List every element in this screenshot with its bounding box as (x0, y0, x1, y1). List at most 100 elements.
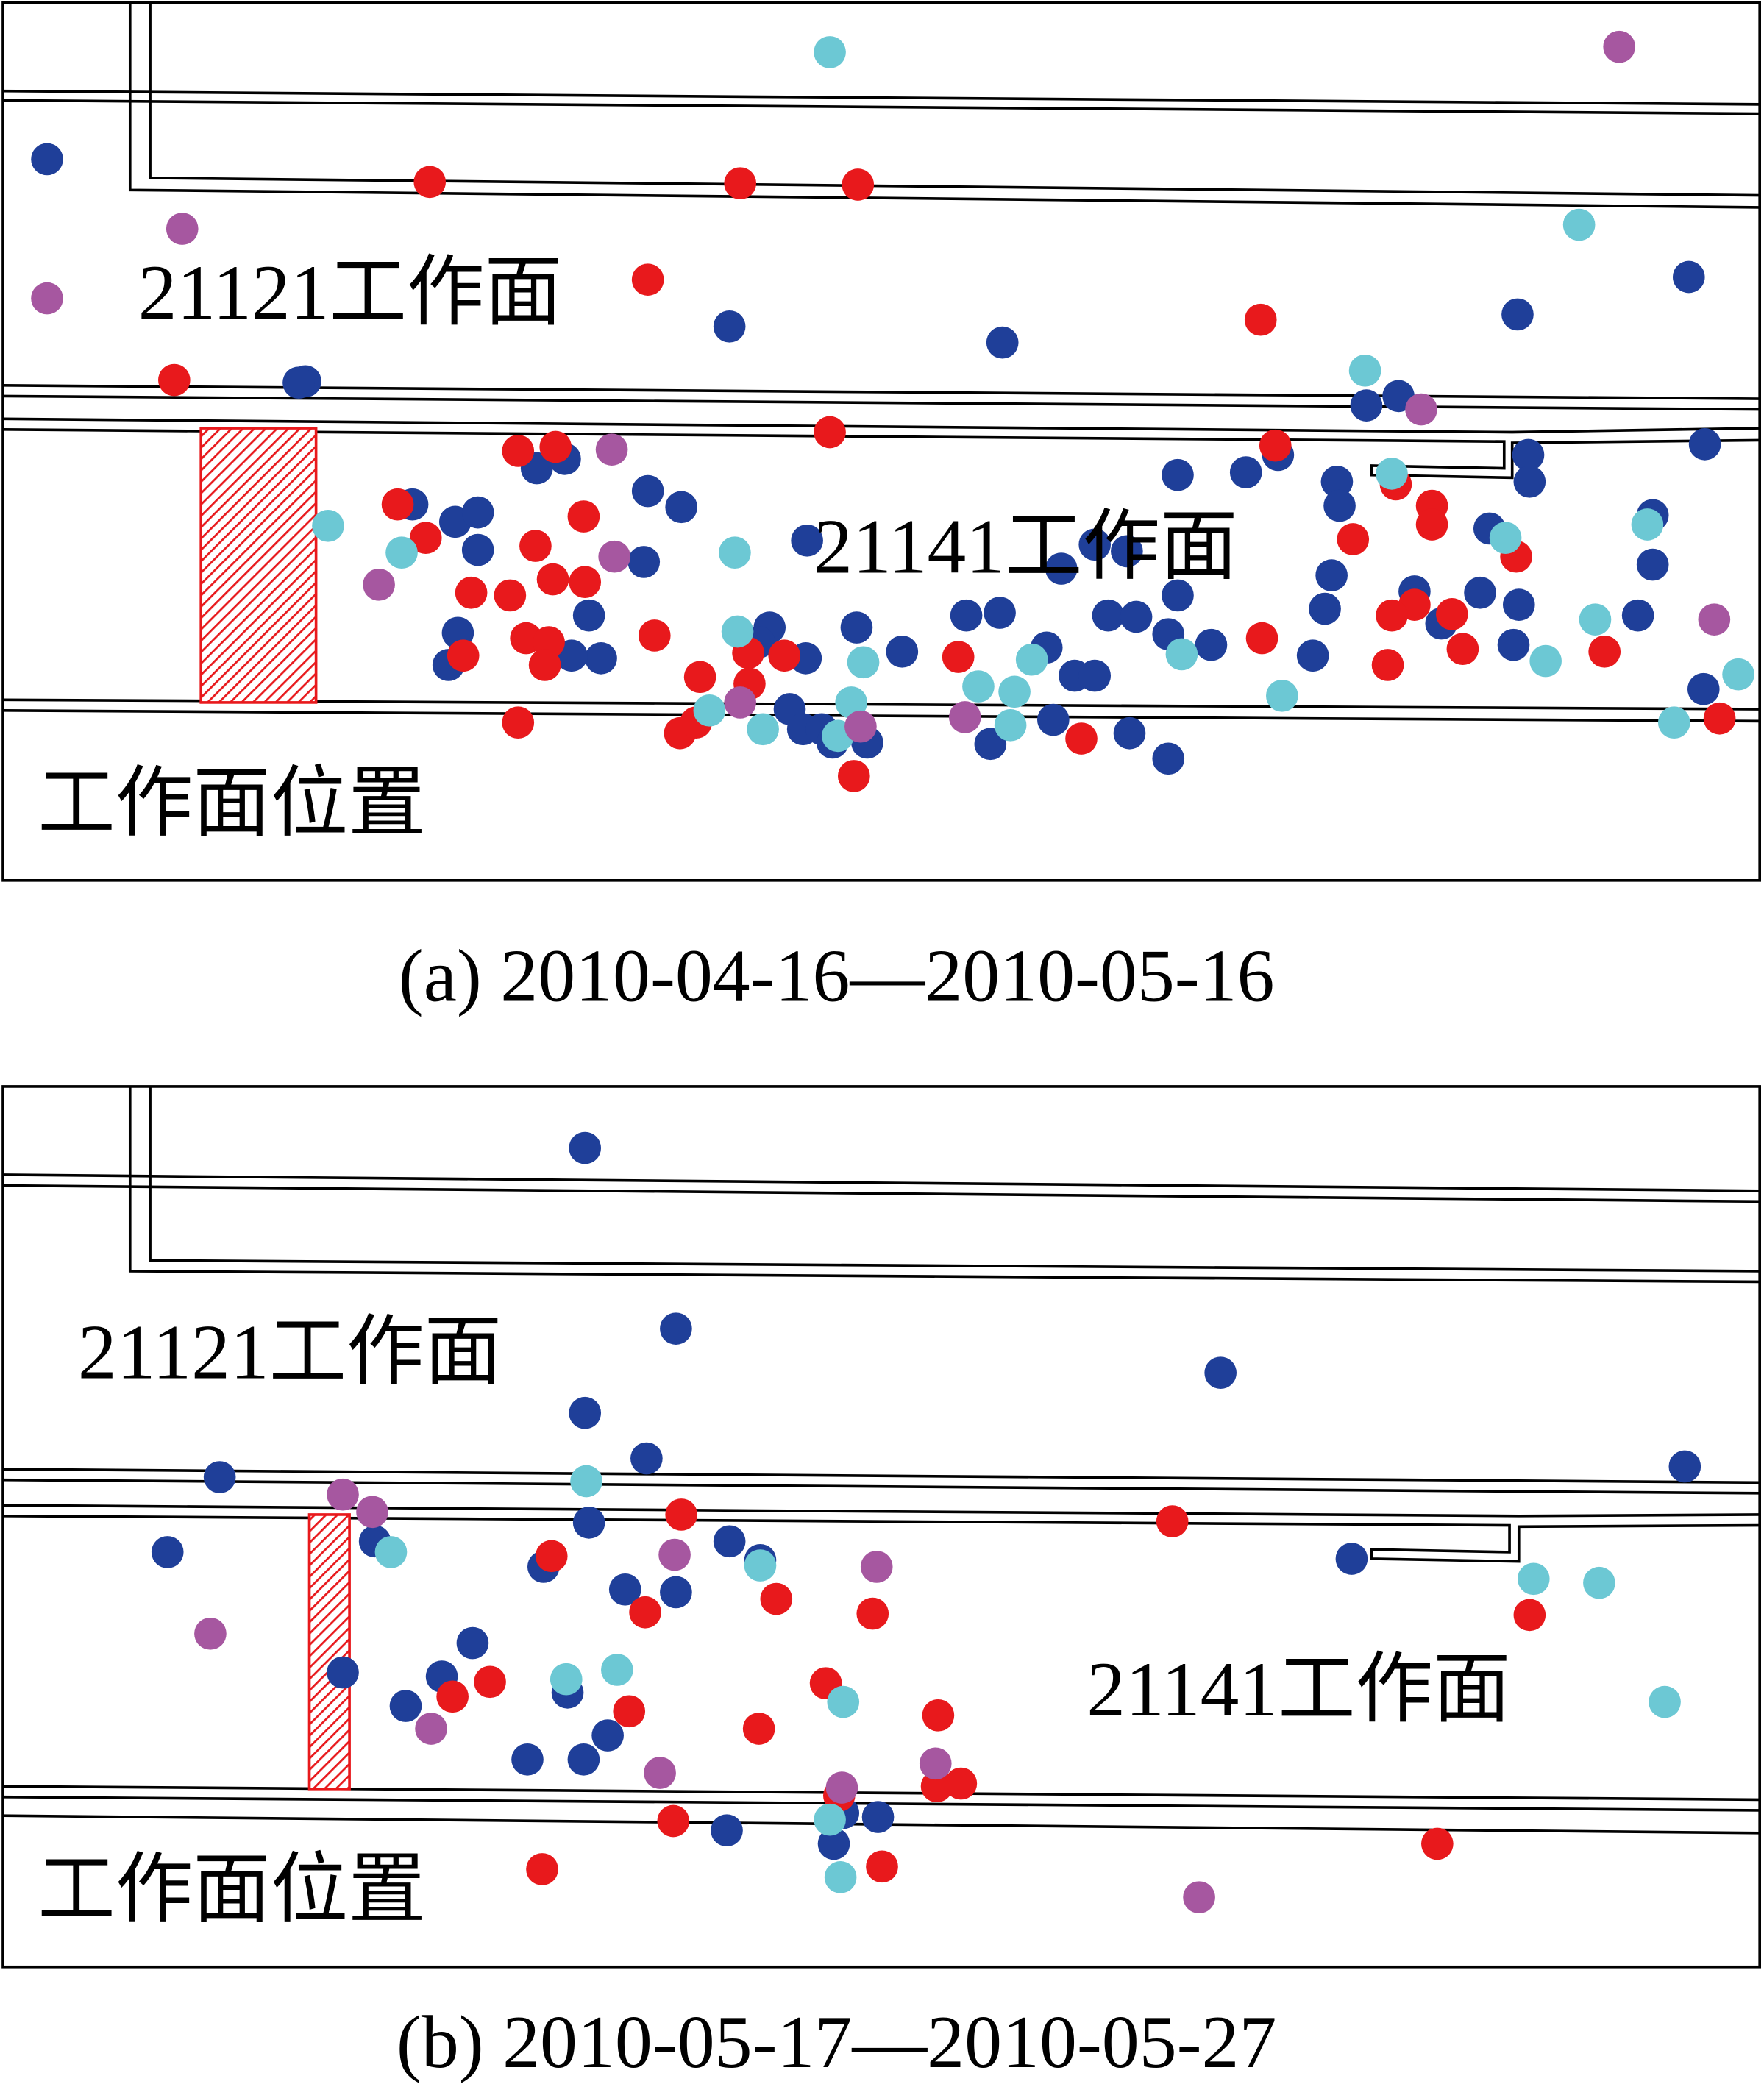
event-dot (920, 1770, 953, 1803)
event-dot (1078, 528, 1112, 561)
event-dot (1244, 303, 1277, 336)
event-dot (827, 1685, 860, 1718)
event-dot (665, 1498, 697, 1531)
event-dot (535, 1540, 568, 1573)
event-dot (962, 670, 995, 703)
event-dot (1120, 600, 1153, 633)
event-dot (1320, 465, 1354, 498)
event-dot (409, 522, 442, 555)
event-dot (1165, 638, 1198, 671)
event-dot (494, 579, 527, 612)
event-dot (866, 1850, 898, 1883)
event-dot (1698, 603, 1731, 636)
event-dot (860, 1551, 893, 1583)
event-dot (327, 1656, 359, 1689)
events (31, 30, 1754, 792)
event-dot (536, 563, 569, 596)
event-dot (660, 1312, 692, 1345)
event-dot (1688, 428, 1721, 461)
event-dot (1335, 1543, 1368, 1575)
event-dot (824, 1861, 857, 1893)
event-dot (724, 167, 757, 200)
event-dot (502, 706, 535, 739)
event-dot (1436, 598, 1468, 630)
event-dot (31, 282, 63, 315)
event-dot (591, 1719, 624, 1752)
event-dot (447, 639, 480, 672)
event-dot (528, 649, 561, 681)
event-dot (539, 430, 572, 463)
event-dot (657, 1804, 690, 1838)
event-dot (1621, 599, 1654, 632)
event-dot (1296, 639, 1329, 672)
event-dot (1722, 658, 1754, 691)
working-face-position (307, 1513, 351, 1791)
event-dot (1156, 1505, 1189, 1537)
event-dot (1446, 633, 1479, 665)
event-dot (814, 1803, 846, 1836)
event-dot (1703, 702, 1736, 735)
event-dot (1376, 458, 1408, 490)
events (151, 1131, 1701, 1913)
event-dot (550, 1663, 583, 1696)
event-dot (1497, 628, 1530, 661)
event-dot (572, 1507, 605, 1539)
event-dot (436, 1680, 469, 1713)
event-dot (1111, 535, 1143, 568)
event-dot (31, 143, 63, 176)
event-dot (630, 1442, 663, 1475)
event-dot (744, 1549, 777, 1582)
event-dot (601, 1654, 633, 1686)
event-dot (312, 509, 344, 542)
event-dot (157, 363, 191, 397)
event-dot (840, 611, 873, 644)
event-dot (644, 1757, 676, 1789)
event-dot (151, 1536, 184, 1568)
event-dot (721, 615, 754, 648)
event-dot (461, 496, 494, 529)
event-dot (1672, 260, 1705, 294)
event-dot (1529, 644, 1562, 678)
event-dot (1015, 643, 1048, 676)
event-dot (1603, 30, 1636, 63)
event-dot (1405, 393, 1437, 426)
event-dot (1065, 722, 1098, 755)
event-dot (660, 1576, 692, 1609)
event-dot (922, 1699, 955, 1732)
face-label: 21141工作面 (814, 503, 1237, 589)
event-dot (724, 686, 757, 719)
event-dot (1266, 679, 1298, 712)
event-dot (994, 709, 1027, 742)
event-dot (627, 546, 661, 578)
event-dot (526, 1853, 558, 1885)
event-dot (1092, 599, 1125, 632)
event-dot (1579, 603, 1612, 636)
event-dot (713, 310, 746, 343)
event-dot (768, 639, 801, 672)
event-dot (608, 1574, 641, 1606)
event-dot (683, 661, 716, 694)
event-dot (886, 635, 919, 668)
event-dot (1631, 508, 1664, 541)
event-dot (1649, 1685, 1681, 1718)
event-dot (1309, 592, 1341, 625)
event-dot (713, 1525, 746, 1558)
event-dot (1421, 1827, 1454, 1860)
event-dot (1371, 649, 1404, 681)
event-dot (986, 326, 1019, 359)
event-dot (742, 1713, 775, 1745)
event-dot (413, 166, 447, 199)
event-dot (1501, 298, 1534, 331)
event-dot (194, 1618, 227, 1650)
event-dot (569, 1396, 602, 1429)
event-dot (1350, 389, 1383, 422)
event-dot (835, 686, 867, 719)
event-dot (569, 566, 602, 599)
event-dot (1045, 552, 1078, 585)
event-dot (1502, 588, 1535, 621)
event-dot (1323, 489, 1356, 522)
event-dot (760, 1582, 793, 1615)
face-label: 21121工作面 (78, 1309, 502, 1395)
event-dot (1078, 659, 1112, 692)
